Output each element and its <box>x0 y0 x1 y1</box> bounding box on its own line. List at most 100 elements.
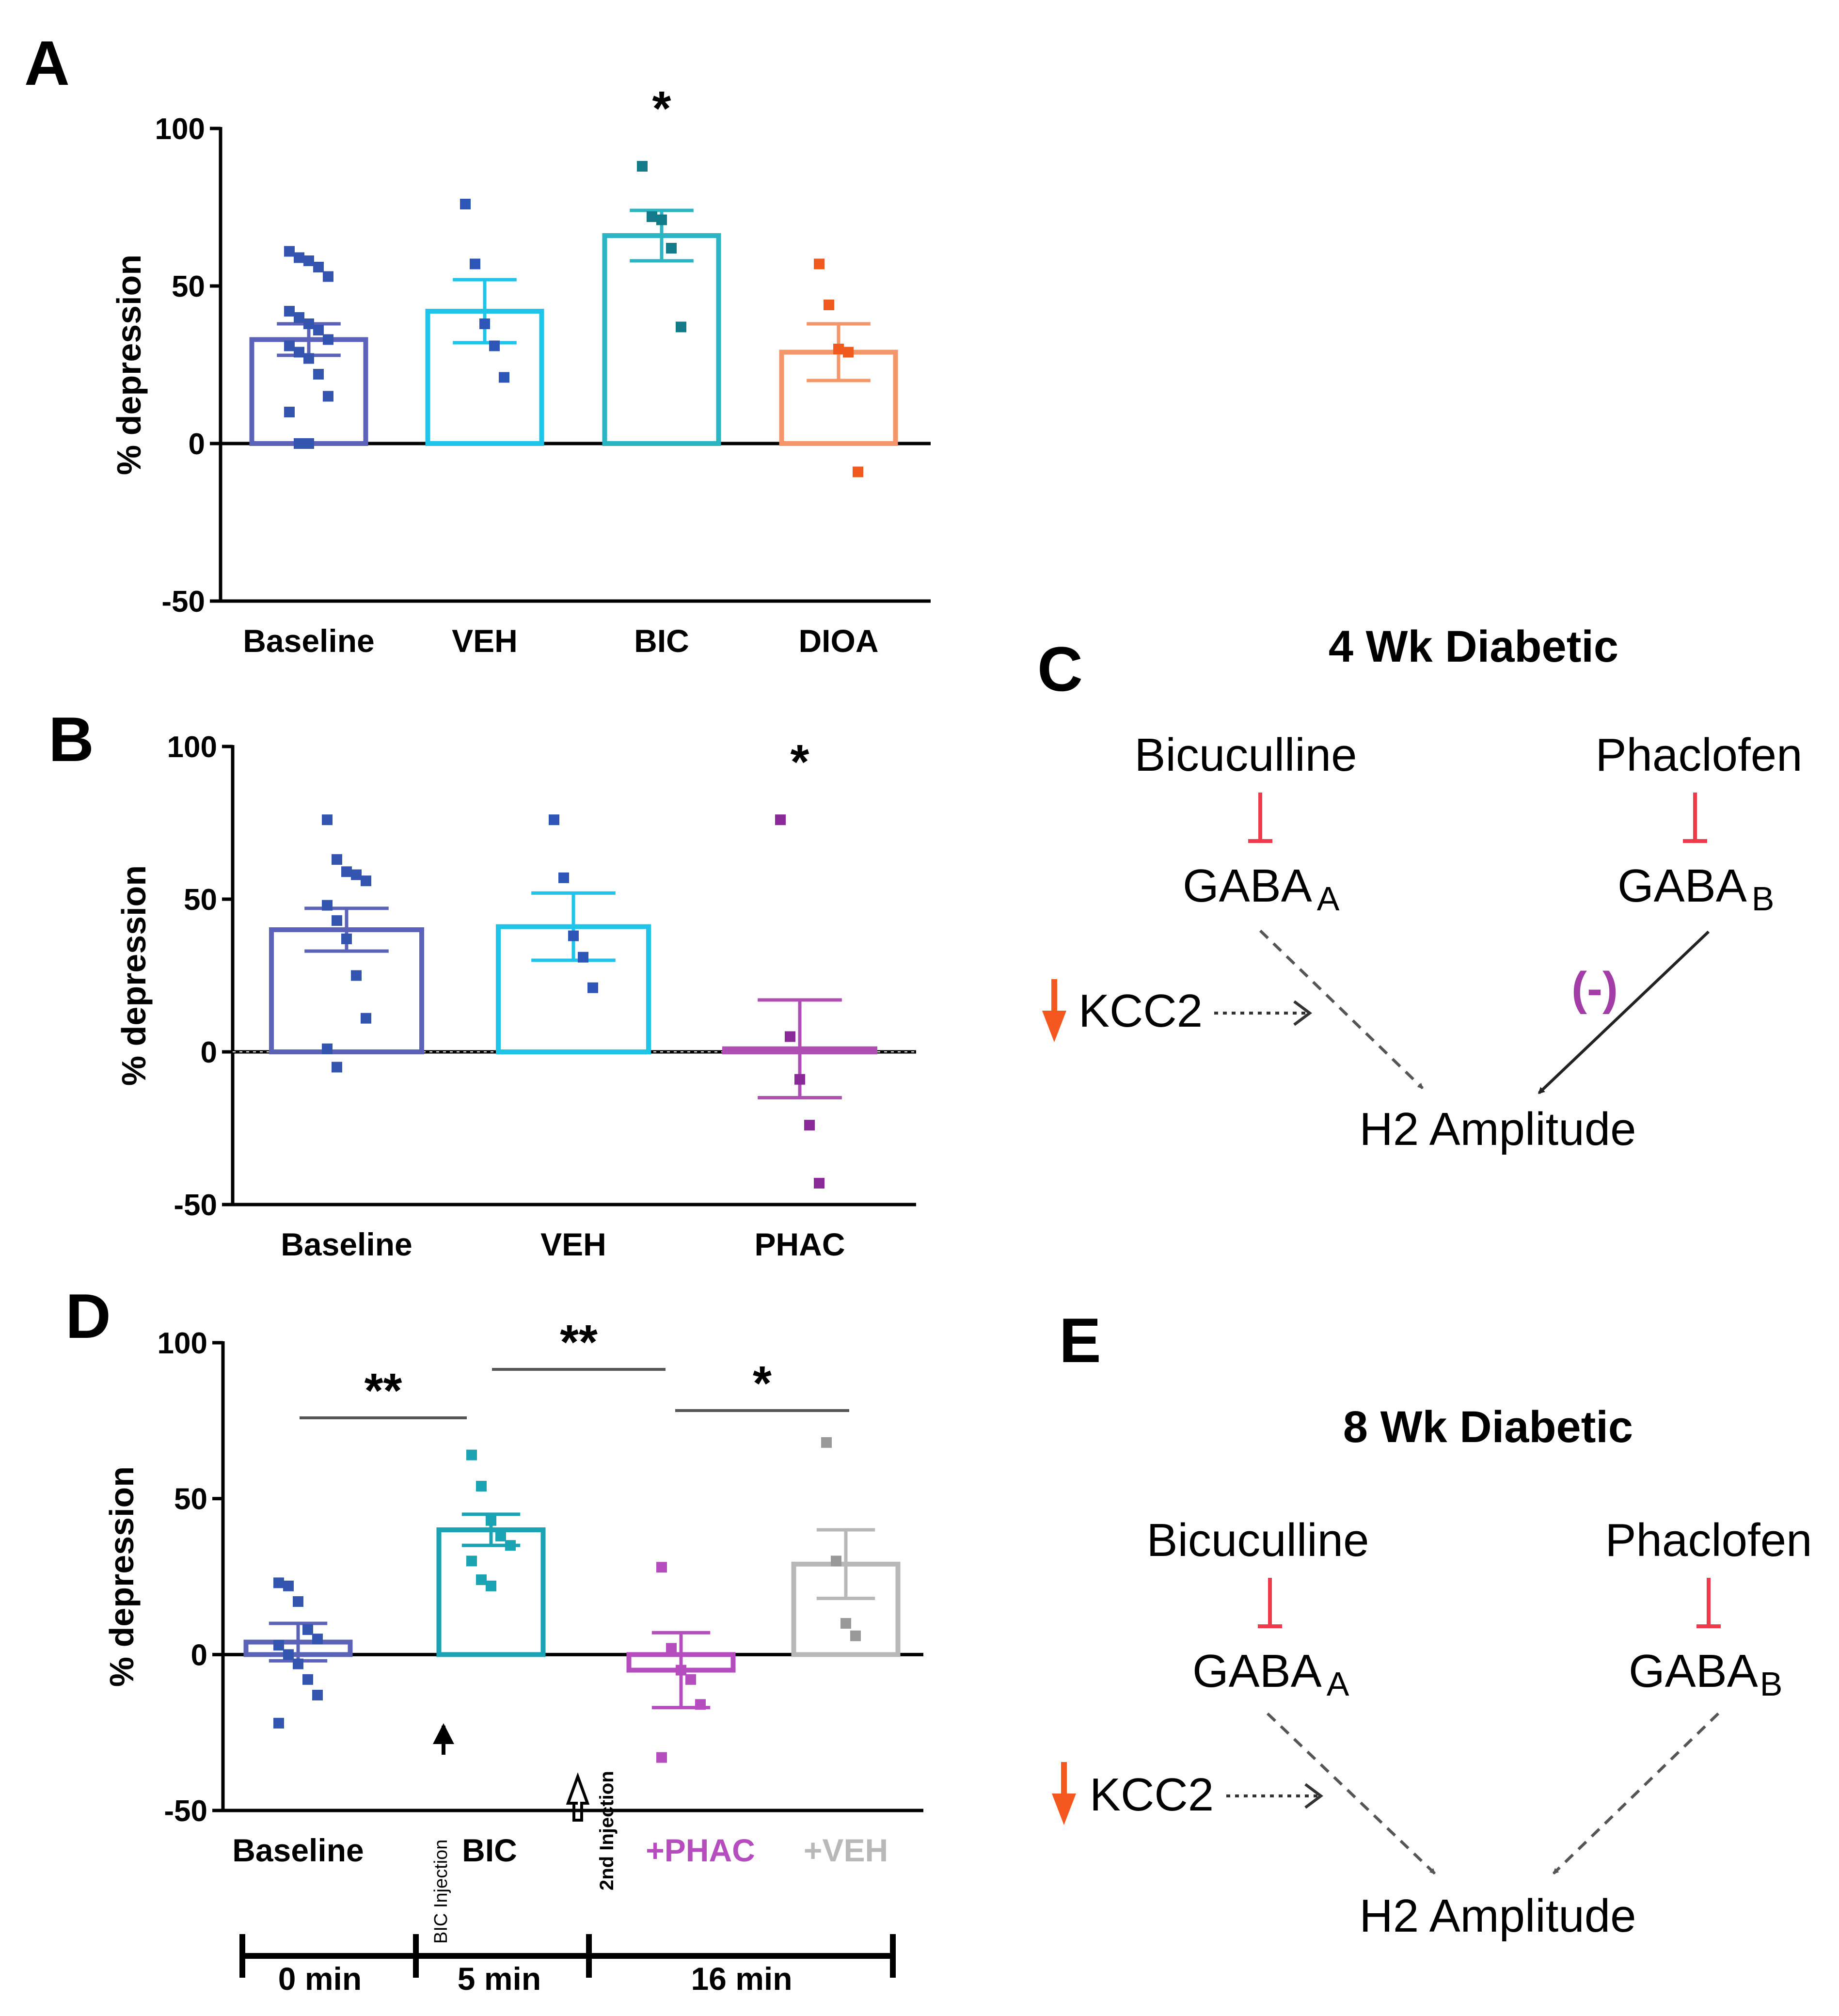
panel-label-c: C <box>1037 634 1083 704</box>
second-injection-label: 2nd Injection <box>596 1771 618 1890</box>
dashed-arrow <box>1259 929 1424 1090</box>
data-point <box>578 952 588 963</box>
data-point <box>312 1689 323 1700</box>
data-point <box>341 866 352 877</box>
significance-star: * <box>753 1356 772 1411</box>
y-tick-label: 0 <box>201 1036 217 1069</box>
solid-arrow <box>1538 930 1710 1095</box>
data-point <box>637 161 648 172</box>
inhibit-icon <box>1258 1578 1282 1628</box>
data-point <box>460 199 471 209</box>
dashed-arrow <box>1266 1712 1436 1875</box>
data-point <box>351 869 362 880</box>
data-point <box>332 915 342 926</box>
data-point <box>549 814 559 825</box>
data-point <box>804 1120 815 1131</box>
significance-star: * <box>652 81 671 136</box>
data-point <box>294 347 304 358</box>
data-point <box>312 1634 323 1645</box>
timeline-label-0: 0 min <box>278 1961 362 1997</box>
data-point <box>273 1577 284 1588</box>
data-point <box>676 321 686 333</box>
data-point <box>323 391 333 402</box>
data-point <box>283 1649 294 1660</box>
data-point <box>647 211 657 222</box>
data-point <box>303 438 314 449</box>
y-axis-label: % depression <box>115 865 153 1086</box>
diagram-e-title: 8 Wk Diabetic <box>1343 1402 1633 1452</box>
y-tick-label: 0 <box>191 1638 207 1672</box>
data-point <box>322 900 333 911</box>
y-tick-label: -50 <box>174 1189 217 1222</box>
bic-injection-label: BIC Injection <box>431 1840 451 1944</box>
diagram-c-phaclofen: Phaclofen <box>1596 729 1803 781</box>
data-point <box>495 1530 506 1541</box>
data-point <box>273 1640 284 1651</box>
data-point <box>341 933 352 944</box>
y-tick-label: -50 <box>164 1794 207 1828</box>
diagram-c-bicuculline: Bicuculline <box>1135 729 1357 781</box>
data-point <box>824 300 834 310</box>
data-point <box>676 1665 686 1676</box>
data-point <box>850 1630 861 1641</box>
data-point <box>568 930 579 941</box>
data-point <box>479 318 490 329</box>
x-tick-label: DIOA <box>799 623 879 659</box>
data-point <box>351 970 362 981</box>
timeline: 0 min 5 min 16 min <box>239 1934 896 1997</box>
data-point <box>486 1515 496 1526</box>
data-point <box>505 1540 516 1551</box>
diagram-c-negative-sign: (-) <box>1571 963 1618 1015</box>
data-point <box>322 1043 333 1054</box>
data-point <box>666 243 677 254</box>
down-arrow-icon <box>1052 1762 1076 1825</box>
x-tick-label: BIC <box>462 1832 517 1868</box>
bar <box>602 233 721 446</box>
data-point <box>587 982 598 993</box>
data-point <box>313 262 324 272</box>
data-point <box>313 325 324 335</box>
timeline-label-5: 5 min <box>458 1961 541 1997</box>
panel-label-d: D <box>65 1281 111 1351</box>
data-point <box>821 1437 832 1448</box>
bic-injection-marker: BIC Injection <box>431 1723 454 1944</box>
diagram-c-gaba-a: GABA A <box>1183 860 1340 918</box>
y-tick-label: 50 <box>172 270 205 303</box>
x-tick-label: BIC <box>634 623 689 659</box>
data-point <box>361 875 371 887</box>
x-tick-label: Baseline <box>232 1832 364 1868</box>
data-point <box>313 369 324 380</box>
diagram-c-kcc2: KCC2 <box>1078 985 1203 1037</box>
x-tick-label: PHAC <box>754 1226 845 1262</box>
y-tick-label: 50 <box>184 883 217 917</box>
data-point <box>323 334 333 345</box>
data-point <box>302 1674 313 1685</box>
data-point <box>466 1449 477 1460</box>
data-point <box>814 1177 824 1189</box>
data-point <box>293 1596 303 1607</box>
y-tick-label: 100 <box>158 1327 207 1360</box>
significance-star: ** <box>365 1364 402 1418</box>
diagram-e: 8 Wk Diabetic Bicuculline Phaclofen GABA… <box>1052 1402 1812 1942</box>
significance-star: * <box>791 735 809 789</box>
data-point <box>833 344 844 354</box>
y-axis-label: % depression <box>110 254 148 475</box>
diagram-c-gaba-b: GABA B <box>1617 860 1774 918</box>
data-point <box>294 252 304 263</box>
panel-label-e: E <box>1059 1305 1101 1376</box>
x-tick-label: Baseline <box>243 623 374 659</box>
data-point <box>332 854 342 865</box>
x-tick-label: +PHAC <box>646 1832 755 1868</box>
data-point <box>303 255 314 266</box>
x-tick-label: Baseline <box>281 1226 412 1262</box>
data-point <box>656 1752 667 1763</box>
data-point <box>284 340 295 351</box>
data-point <box>853 466 863 477</box>
data-point <box>794 1074 805 1085</box>
y-axis-label: % depression <box>103 1466 141 1687</box>
data-point <box>499 372 509 383</box>
diagram-e-h2-amplitude: H2 Amplitude <box>1360 1890 1636 1942</box>
data-point <box>470 258 480 270</box>
diagram-e-phaclofen: Phaclofen <box>1605 1514 1812 1566</box>
